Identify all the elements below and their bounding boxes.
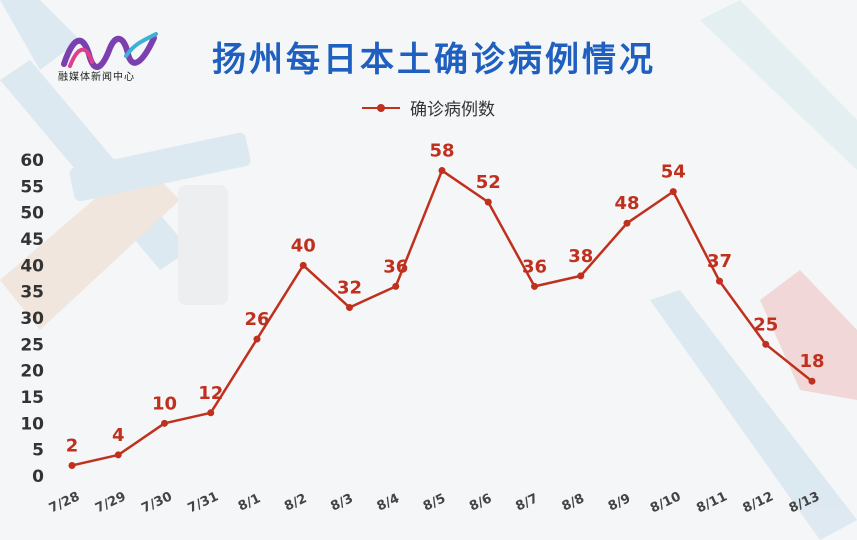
data-label: 12 (198, 383, 223, 404)
y-tick-label: 40 (20, 256, 44, 276)
data-label: 10 (152, 393, 177, 414)
series-line (71, 169, 813, 467)
data-point (762, 340, 770, 348)
data-point (438, 167, 446, 175)
y-tick-label: 5 (32, 441, 44, 461)
y-tick-label: 0 (32, 467, 44, 487)
legend-label: 确诊病例数 (410, 100, 495, 120)
x-tick-label: 8/11 (694, 489, 729, 516)
y-tick-label: 35 (20, 283, 44, 303)
x-tick-label: 8/1 (236, 491, 263, 514)
logo-text: 融媒体新闻中心 (58, 72, 135, 83)
data-label: 40 (291, 235, 316, 256)
x-tick-label: 8/8 (560, 491, 587, 514)
legend: 确诊病例数 (362, 95, 495, 120)
y-tick-label: 25 (20, 335, 44, 355)
y-axis: 0 5 10 15 20 25 30 35 40 45 50 55 60 (20, 151, 44, 487)
data-label: 32 (337, 277, 362, 298)
y-tick-label: 15 (20, 388, 44, 408)
plot-area: 2 4 10 12 26 40 32 36 58 52 36 38 48 54 37 25 18 (66, 141, 825, 469)
data-point (253, 335, 261, 343)
data-point (716, 277, 723, 285)
x-tick-label: 8/7 (513, 491, 540, 514)
data-point (161, 419, 168, 427)
data-label: 26 (244, 309, 269, 330)
data-label: 2 (66, 435, 79, 456)
x-tick-label: 8/2 (282, 491, 309, 514)
x-tick-label: 8/10 (648, 489, 683, 516)
legend-swatch-icon (362, 102, 400, 114)
logo-wave-icon (61, 32, 158, 70)
chart-title: 扬州每日本土确诊病例情况 (212, 40, 656, 80)
x-tick-label: 7/28 (47, 489, 82, 516)
y-tick-label: 20 (20, 362, 44, 382)
data-point (577, 272, 585, 280)
x-tick-label: 8/12 (741, 489, 776, 516)
y-tick-label: 60 (20, 151, 44, 171)
x-tick-label: 7/30 (139, 489, 174, 516)
data-label: 38 (568, 246, 593, 267)
data-label: 37 (707, 251, 732, 272)
data-point (484, 198, 492, 206)
data-point (207, 409, 215, 417)
data-label: 36 (383, 256, 408, 277)
y-tick-label: 30 (20, 309, 44, 329)
x-tick-label: 8/6 (467, 491, 494, 514)
x-tick-label: 8/5 (421, 491, 448, 514)
data-label: 52 (476, 172, 501, 193)
y-tick-label: 45 (20, 230, 44, 250)
data-point (531, 282, 538, 290)
data-point (346, 303, 353, 311)
y-tick-label: 10 (20, 414, 44, 434)
data-label: 48 (614, 193, 639, 214)
y-tick-label: 55 (20, 177, 44, 197)
data-label: 54 (661, 162, 686, 183)
data-label: 18 (799, 351, 824, 372)
x-tick-label: 8/3 (328, 491, 355, 514)
x-axis: 7/28 7/29 7/30 7/31 8/1 8/2 8/3 8/4 8/5 8/6 8/7 8/8… (47, 489, 822, 516)
x-tick-label: 7/29 (93, 489, 128, 516)
x-tick-label: 8/4 (375, 491, 402, 514)
data-point (68, 461, 76, 469)
data-point (623, 219, 631, 227)
y-tick-label: 50 (20, 204, 44, 224)
data-point (114, 451, 122, 459)
x-tick-label: 8/13 (787, 489, 822, 516)
data-label: 4 (112, 425, 125, 446)
data-point (299, 261, 307, 269)
data-point (808, 377, 816, 385)
data-label: 36 (522, 256, 547, 277)
x-tick-label: 8/9 (606, 491, 633, 514)
data-point (392, 282, 400, 290)
x-tick-label: 7/31 (186, 489, 221, 516)
data-point (669, 188, 677, 196)
data-label: 58 (429, 141, 454, 162)
data-label: 25 (753, 314, 778, 335)
